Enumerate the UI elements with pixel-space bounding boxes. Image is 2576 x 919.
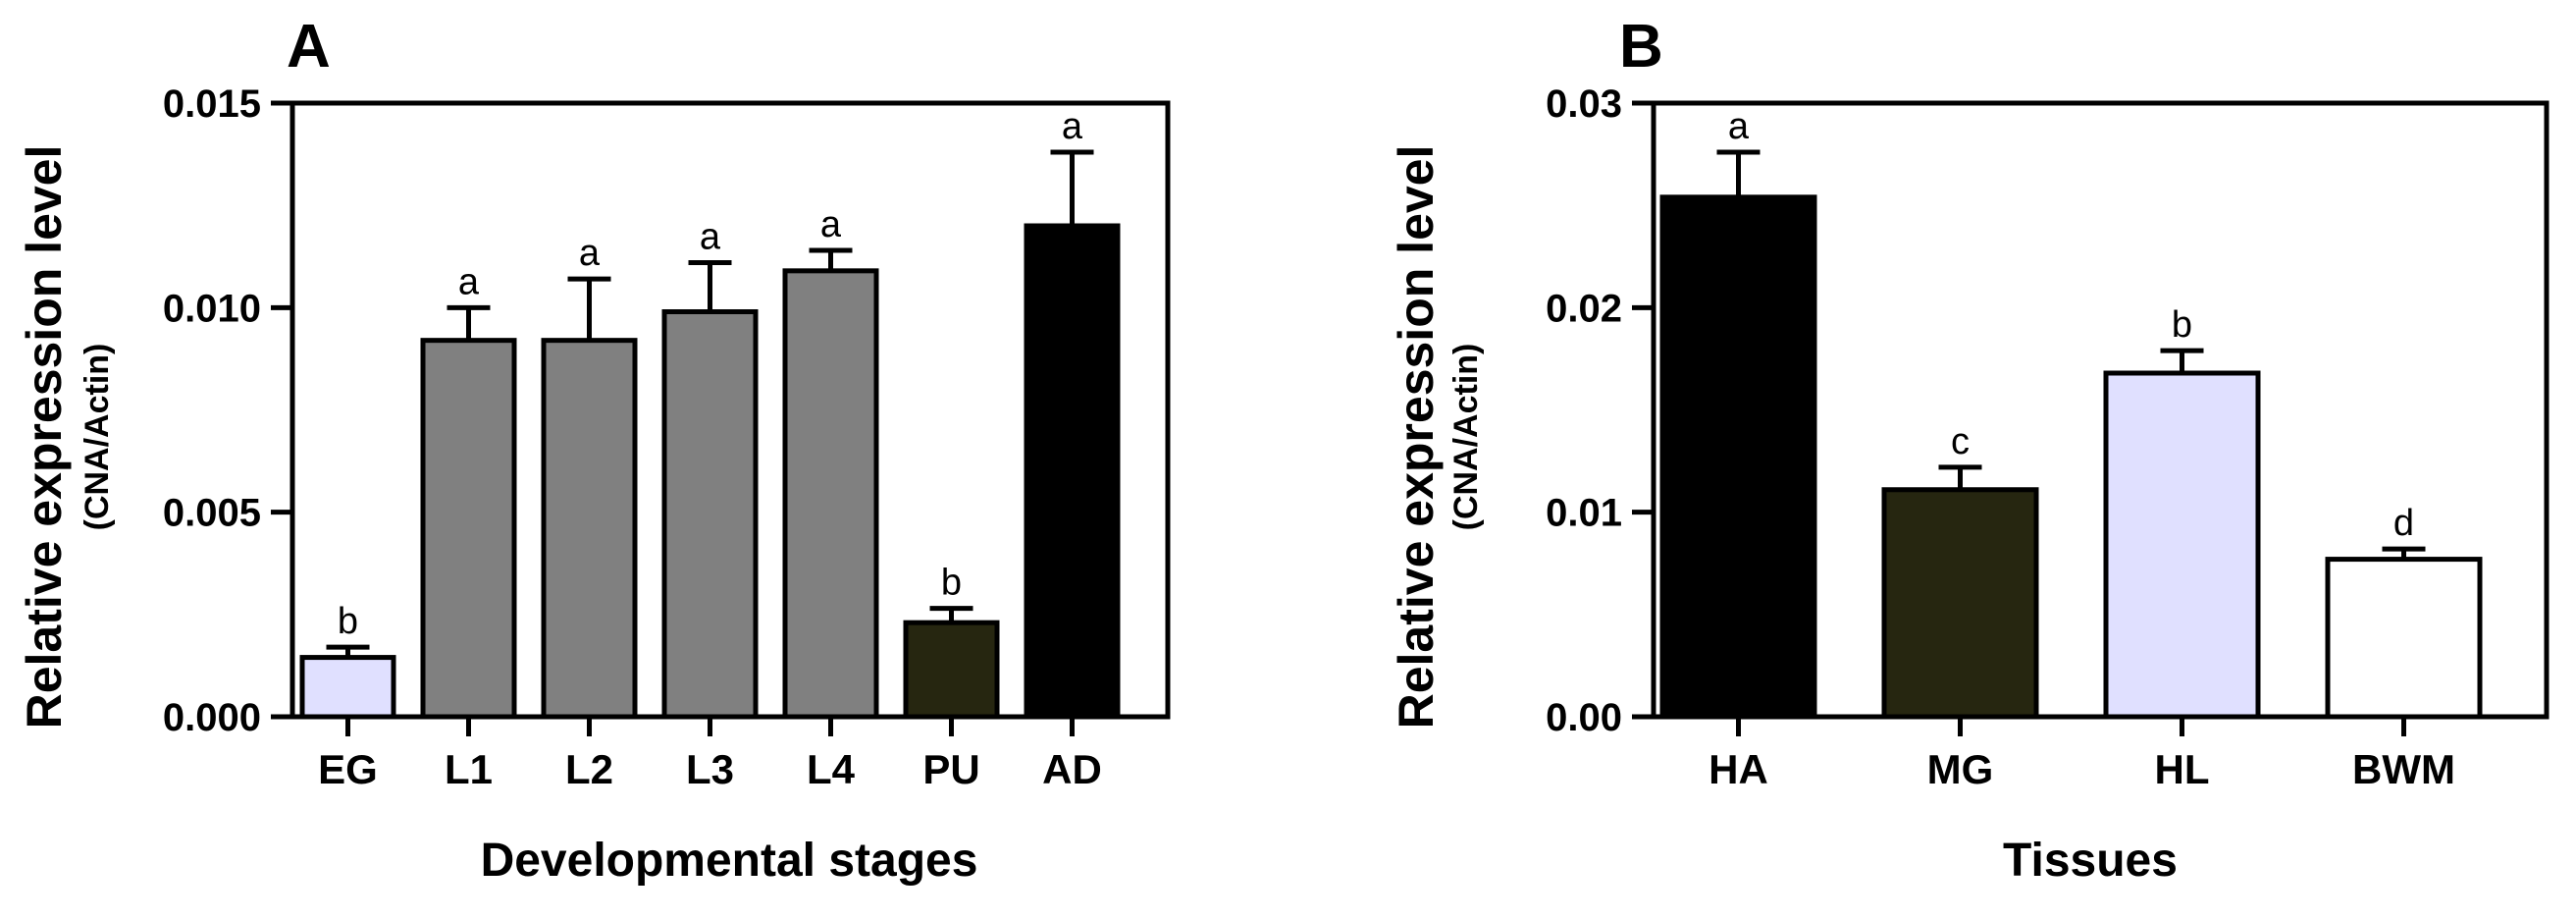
panel-b-ytick-label: 0.02	[1546, 287, 1622, 330]
panel-b-bar-hl	[2103, 370, 2261, 720]
panel-a-bar-l4	[782, 268, 879, 720]
panel-a-ylabel-sub: (CNA/Actin)	[79, 344, 116, 531]
panel-b-axis-frame	[1651, 100, 2550, 720]
panel-a-bar-eg	[299, 655, 396, 720]
panel-a-ytick-label: 0.010	[163, 287, 261, 330]
panel-a-sig-letter: a	[579, 233, 601, 274]
panel-b-ylabel: Relative expression level	[1389, 145, 1444, 730]
panel-b-ytick-label: 0.00	[1546, 696, 1622, 739]
panel-a-sig-letter: b	[338, 601, 358, 642]
panel-b-bar-bwm	[2325, 557, 2483, 720]
panel-a-sig-letter: a	[700, 217, 721, 258]
panel-a-category-label: L3	[686, 746, 734, 792]
panel-a-category-label: L1	[445, 746, 493, 792]
panel-b-bar-ha	[1659, 194, 1817, 720]
panel-b-label: B	[1619, 13, 1663, 81]
panel-b-category-label: MG	[1927, 746, 1994, 792]
panel-a-bar-pu	[903, 620, 1000, 720]
panel-b-sig-letter: c	[1951, 421, 1970, 462]
panel-b-ylabel-sub: (CNA/Actin)	[1447, 344, 1485, 531]
panel-a-bar-ad	[1024, 223, 1121, 720]
panel-a-sig-letter: b	[941, 563, 962, 604]
panel-b-category-label: BWM	[2352, 746, 2455, 792]
panel-b-sig-letter: d	[2393, 503, 2414, 544]
panel-b-category-label: HA	[1709, 746, 1768, 792]
panel-a-plot-area: 0.000 0.005 0.010 0.015 b EG a L1 a L2 a L3 a L4 b PU a A…	[163, 82, 1171, 792]
panel-b-bar-mg	[1881, 487, 2039, 720]
panel-a-sig-letter: a	[1062, 106, 1083, 147]
panel-a-label: A	[287, 13, 331, 81]
panel-b-ytick-label: 0.03	[1546, 82, 1622, 126]
panel-a-category-label: L4	[807, 746, 856, 792]
panel-b-xlabel: Tissues	[2003, 835, 2178, 887]
panel-b-sig-letter: a	[1728, 106, 1750, 147]
panel-a-ylabel: Relative expression level	[17, 145, 72, 730]
panel-b-sig-letter: b	[2172, 304, 2192, 346]
panel-a-ytick-label: 0.015	[163, 82, 261, 126]
panel-b-plot-area: 0.00 0.01 0.02 0.03 a HA c MG b HL d BWM	[1546, 82, 2550, 792]
panel-a-category-label: L2	[565, 746, 613, 792]
panel-a: A Relative expression level (CNA/Actin) …	[17, 13, 1171, 887]
panel-a-bar-l2	[541, 338, 638, 720]
panel-a-ytick-label: 0.000	[163, 696, 261, 739]
panel-a-bar-l3	[661, 309, 759, 720]
panel-b-category-label: HL	[2155, 746, 2210, 792]
panel-a-sig-letter: a	[458, 261, 480, 302]
panel-b: B Relative expression level (CNA/Actin) …	[1389, 13, 2550, 887]
panel-a-category-label: AD	[1042, 746, 1102, 792]
panel-a-bar-l1	[420, 338, 517, 720]
panel-b-ytick-label: 0.01	[1546, 492, 1622, 535]
panel-a-sig-letter: a	[820, 204, 842, 245]
panel-a-category-label: EG	[318, 746, 378, 792]
panel-a-ytick-label: 0.005	[163, 492, 261, 535]
panel-a-category-label: PU	[922, 746, 979, 792]
panel-a-xlabel: Developmental stages	[481, 835, 978, 887]
